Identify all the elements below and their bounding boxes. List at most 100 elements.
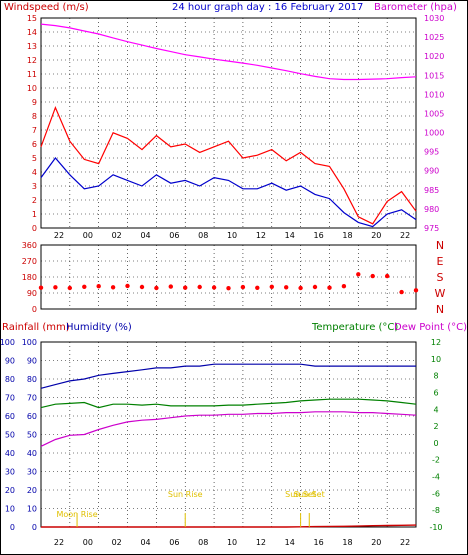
barometer-tick-label: 975 bbox=[424, 224, 439, 233]
x-tick-label: 14 bbox=[285, 231, 295, 240]
direction-point bbox=[53, 285, 58, 290]
direction-tick-label: 180 bbox=[22, 273, 37, 282]
rainfall-tick-label: 50 bbox=[5, 431, 15, 440]
windspeed-tick-label: 6 bbox=[32, 140, 37, 149]
humidity-tick-label: 20 bbox=[27, 486, 37, 495]
barometer-tick-label: 1015 bbox=[424, 71, 444, 80]
direction-point bbox=[356, 272, 361, 277]
windspeed-tick-label: 11 bbox=[27, 70, 37, 79]
x-tick-label: 16 bbox=[314, 538, 324, 547]
humidity-tick-label: 40 bbox=[27, 449, 37, 458]
average-line bbox=[40, 157, 417, 228]
x-tick-label: 10 bbox=[227, 231, 237, 240]
barometer-tick-label: 1025 bbox=[424, 33, 444, 42]
windspeed-tick-label: 15 bbox=[27, 14, 37, 23]
rainfall-tick-label: 20 bbox=[5, 486, 15, 495]
barometer-tick-label: 990 bbox=[424, 167, 439, 176]
x-tick-label: 04 bbox=[140, 538, 150, 547]
direction-point bbox=[399, 289, 404, 295]
x-tick-label: 18 bbox=[342, 538, 352, 547]
x-tick-label: 20 bbox=[371, 231, 381, 240]
direction-point bbox=[370, 273, 375, 279]
direction-tick-label: 360 bbox=[22, 241, 37, 250]
x-tick-label: 16 bbox=[314, 231, 324, 240]
humidity-tick-label: 100 bbox=[22, 338, 37, 347]
windspeed-tick-label: 14 bbox=[27, 28, 37, 37]
event-label: Sun Set bbox=[294, 490, 325, 499]
rainfall-tick-label: 10 bbox=[5, 505, 15, 514]
windspeed-tick-label: 3 bbox=[32, 182, 37, 191]
x-tick-label: 18 bbox=[342, 231, 352, 240]
direction-point bbox=[96, 284, 101, 289]
direction-point bbox=[312, 284, 318, 290]
direction-point bbox=[385, 273, 390, 279]
x-tick-label: 10 bbox=[227, 538, 237, 547]
x-tick-label: 22 bbox=[400, 231, 410, 240]
plot-border bbox=[40, 17, 417, 229]
temperature-tick-label: -4 bbox=[432, 473, 440, 482]
windspeed-axis-label: Windspeed (m/s) bbox=[4, 2, 89, 13]
direction-point bbox=[38, 285, 44, 290]
direction-point bbox=[139, 284, 145, 290]
direction-point bbox=[255, 285, 260, 290]
direction-tick-label: 270 bbox=[22, 257, 37, 266]
windspeed-tick-label: 8 bbox=[32, 112, 37, 121]
humidity-line bbox=[40, 363, 416, 389]
x-tick-label: 22 bbox=[54, 231, 64, 240]
dewpoint-axis-label: Dew Point (°C) bbox=[394, 322, 467, 333]
gust-line bbox=[40, 105, 417, 225]
temperature-line bbox=[40, 398, 417, 409]
direction-point bbox=[168, 284, 173, 289]
barometer-line bbox=[40, 23, 417, 81]
humidity-axis-label: Humidity (%) bbox=[66, 322, 132, 333]
x-tick-label: 02 bbox=[112, 538, 122, 547]
temperature-axis-label: Temperature (°C) bbox=[311, 322, 398, 333]
windspeed-tick-label: 5 bbox=[32, 154, 37, 163]
direction-point bbox=[154, 285, 159, 291]
compass-label: N bbox=[436, 303, 444, 316]
x-tick-label: 06 bbox=[169, 538, 179, 547]
direction-point bbox=[211, 285, 217, 290]
humidity-tick-label: 60 bbox=[27, 412, 37, 421]
compass-label: S bbox=[437, 271, 444, 284]
direction-point bbox=[341, 284, 347, 289]
temperature-tick-label: 2 bbox=[433, 422, 438, 431]
direction-point bbox=[82, 284, 87, 289]
direction-point bbox=[327, 285, 332, 290]
direction-point bbox=[110, 285, 116, 290]
x-tick-label: 02 bbox=[112, 231, 122, 240]
temperature-tick-label: 8 bbox=[433, 372, 438, 381]
direction-point bbox=[183, 285, 188, 290]
temperature-tick-label: 10 bbox=[431, 355, 441, 364]
temperature-tick-label: -10 bbox=[429, 523, 442, 532]
direction-point bbox=[67, 285, 73, 291]
direction-point bbox=[413, 288, 419, 293]
rainfall-tick-label: 100 bbox=[0, 338, 15, 347]
barometer-tick-label: 985 bbox=[424, 186, 439, 195]
windspeed-tick-label: 1 bbox=[32, 210, 37, 219]
direction-tick-label: 90 bbox=[27, 289, 37, 298]
rainfall-axis-label: Rainfall (mm) bbox=[2, 322, 70, 333]
x-tick-label: 20 bbox=[371, 538, 381, 547]
rainfall-line bbox=[41, 524, 417, 528]
direction-point bbox=[240, 284, 246, 290]
windspeed-tick-label: 0 bbox=[32, 224, 37, 233]
humidity-tick-label: 10 bbox=[27, 505, 37, 514]
temperature-tick-label: -2 bbox=[432, 456, 440, 465]
barometer-tick-label: 980 bbox=[424, 205, 439, 214]
rainfall-tick-label: 60 bbox=[5, 412, 15, 421]
rainfall-tick-label: 70 bbox=[5, 394, 15, 403]
x-tick-label: 14 bbox=[285, 538, 295, 547]
x-tick-label: 08 bbox=[198, 231, 208, 240]
temperature-tick-label: 6 bbox=[433, 388, 438, 397]
temperature-tick-label: -6 bbox=[432, 489, 440, 498]
barometer-tick-label: 995 bbox=[424, 148, 439, 157]
temperature-tick-label: 4 bbox=[433, 405, 438, 414]
humidity-tick-label: 0 bbox=[32, 523, 37, 532]
x-tick-label: 08 bbox=[198, 538, 208, 547]
humidity-tick-label: 50 bbox=[27, 431, 37, 440]
wind-baro-panel: 0123456789101112131415975980985990995100… bbox=[27, 14, 445, 240]
temperature-tick-label: 0 bbox=[433, 439, 438, 448]
barometer-tick-label: 1030 bbox=[424, 14, 444, 23]
